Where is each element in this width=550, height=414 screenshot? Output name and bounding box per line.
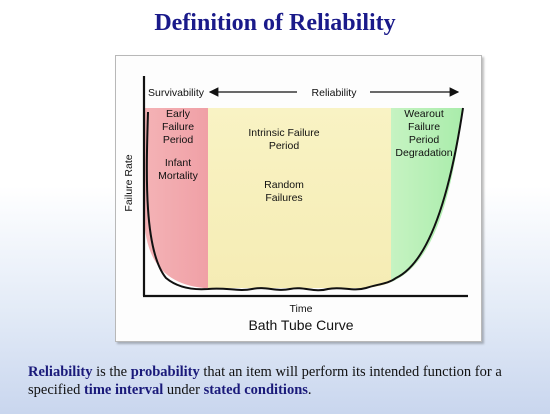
early-label-1: Early bbox=[166, 108, 191, 120]
intrinsic-label-1: Intrinsic Failure bbox=[248, 127, 319, 139]
definition-text-2: that an item will perform its intended f… bbox=[28, 364, 502, 398]
bathtub-curve-figure: Survivability Reliability Failure Rate E… bbox=[115, 55, 482, 342]
wearout-label-4: Degradation bbox=[395, 147, 452, 159]
term-reliability: Reliability bbox=[28, 364, 93, 380]
figure-caption: Bath Tube Curve bbox=[248, 317, 353, 333]
intrinsic-failure-region bbox=[208, 108, 391, 288]
wearout-text: Wearout Failure Period Degradation bbox=[395, 108, 452, 159]
definition-text-3: under bbox=[163, 382, 204, 398]
reliability-definition: Reliability is the probability that an i… bbox=[28, 363, 538, 399]
intrinsic-label-4: Failures bbox=[265, 192, 302, 204]
y-axis-label: Failure Rate bbox=[123, 154, 135, 211]
intrinsic-failure-text: Intrinsic Failure Period Random Failures bbox=[248, 127, 319, 204]
wearout-label-1: Wearout bbox=[404, 108, 444, 120]
term-stated-conditions: stated conditions bbox=[203, 382, 308, 398]
bathtub-curve-line bbox=[145, 107, 464, 292]
x-axis-label: Time bbox=[290, 303, 313, 315]
wearout-label-2: Failure bbox=[408, 121, 440, 133]
wearout-label-3: Period bbox=[409, 134, 440, 146]
early-label-4: Infant bbox=[165, 157, 191, 169]
reliability-label: Reliability bbox=[312, 87, 358, 99]
intrinsic-label-3: Random bbox=[264, 179, 304, 191]
early-label-5: Mortality bbox=[158, 170, 198, 182]
survivability-label: Survivability bbox=[148, 87, 205, 99]
slide-title: Definition of Reliability bbox=[154, 10, 396, 36]
early-failure-text: Early Failure Period Infant Mortality bbox=[158, 108, 198, 182]
early-label-3: Period bbox=[163, 134, 194, 146]
early-label-2: Failure bbox=[162, 121, 194, 133]
term-probability: probability bbox=[130, 364, 200, 380]
intrinsic-label-2: Period bbox=[269, 140, 300, 152]
definition-text-4: . bbox=[307, 382, 312, 398]
term-time-interval: time interval bbox=[83, 382, 164, 398]
definition-text-1: is the bbox=[92, 364, 131, 380]
bathtub-curve-diagram: Survivability Reliability Failure Rate E… bbox=[123, 76, 468, 333]
early-failure-region bbox=[144, 108, 208, 288]
